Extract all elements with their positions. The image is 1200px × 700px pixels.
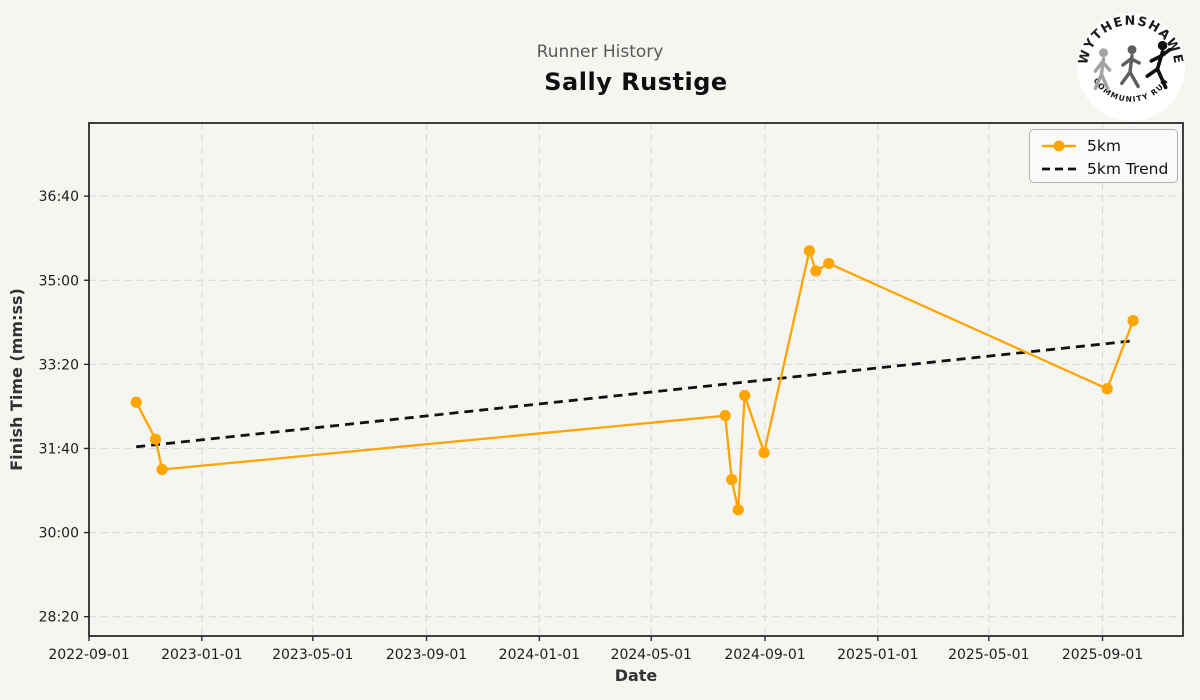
x-tick-label: 2025-09-01 [1062, 647, 1143, 663]
plot-spines [88, 122, 1184, 637]
y-tick-label: 30:00 [39, 526, 79, 542]
x-tick-label: 2023-05-01 [272, 647, 353, 663]
legend-item-5km-trend: 5km Trend [1040, 157, 1177, 180]
x-tick-label: 2022-09-01 [48, 647, 129, 663]
data-point-2022-11-12-31:51 [149, 433, 162, 445]
data-point-2024-11-09-35:20 [823, 257, 835, 270]
x-tick-label: 2025-05-01 [948, 647, 1029, 663]
x-tick-label: 2025-01-01 [837, 647, 918, 663]
x-tick-label: 2024-09-01 [724, 647, 805, 663]
data-point-2024-08-31-31:35 [758, 447, 770, 459]
data-point-2022-10-22-32:35 [130, 396, 142, 408]
x-tick-label: 2023-09-01 [386, 647, 467, 663]
5km-line-swatch-icon [1042, 140, 1076, 151]
data-point-2025-10-04-34:12 [1127, 315, 1139, 327]
x-tick-label: 2023-01-01 [161, 647, 242, 663]
data-point-2024-08-03-30:27 [732, 504, 744, 516]
page-title: Sally Rustige [544, 68, 728, 96]
x-tick-label: 2024-01-01 [499, 647, 580, 663]
y-axis-label: Finish Time (mm:ss) [7, 288, 26, 471]
y-tick-label: 31:40 [39, 441, 79, 457]
data-point-2024-08-10-32:43 [739, 389, 751, 402]
data-point-2025-09-06-32:51 [1101, 383, 1113, 395]
x-axis-label: Date [615, 666, 658, 685]
x-tick-label: 2024-05-01 [611, 647, 692, 663]
legend-item-5km: 5km [1040, 134, 1177, 157]
trend-dash-swatch-icon [1042, 167, 1076, 170]
data-point-2024-10-19-35:35 [803, 245, 815, 257]
data-point-2024-07-27-31:03 [726, 473, 738, 486]
y-tick-label: 36:40 [39, 189, 79, 205]
series-line-5km-trend [136, 339, 1134, 449]
y-tick-label: 33:20 [39, 357, 79, 373]
series-line-5km [135, 246, 1135, 511]
runner-sprinting-icon [1145, 40, 1172, 90]
wythenshawe-community-run-logo: WYTHENSHAWE COMMUNITY RUN [1075, 13, 1185, 121]
runner-walking-icon [1093, 48, 1112, 91]
legend-label-5km: 5km [1087, 136, 1121, 155]
data-point-2024-07-20-32:19 [719, 410, 731, 422]
data-point-2024-10-26-35:11 [810, 265, 822, 277]
chart-subtitle: Runner History [536, 42, 664, 62]
y-tick-label: 28:20 [39, 610, 79, 626]
y-tick-label: 35:00 [39, 273, 79, 289]
runner-jogging-icon [1120, 45, 1141, 89]
chart-legend: 5km 5km Trend [1029, 129, 1178, 183]
data-point-2022-11-19-31:15 [156, 463, 168, 476]
legend-label-5km-trend: 5km Trend [1087, 159, 1169, 178]
